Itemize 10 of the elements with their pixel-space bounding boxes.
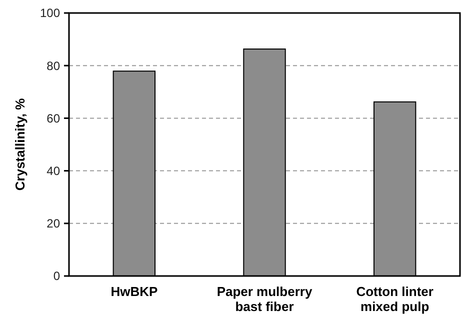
x-tick-label: Cotton linter mixed pulp — [356, 284, 434, 314]
y-axis-title: Crystallinity, % — [12, 98, 28, 191]
y-tick-label: 60 — [46, 111, 60, 126]
y-tick-label: 40 — [46, 164, 60, 178]
x-tick-label: Paper mulberry bast fiber — [216, 284, 313, 314]
y-tick-label: 100 — [40, 6, 60, 20]
x-tick-label: HwBKP — [110, 284, 158, 299]
y-tick-label: 0 — [53, 269, 60, 284]
y-tick-label: 20 — [46, 216, 60, 231]
y-tick-label: 80 — [46, 58, 60, 73]
